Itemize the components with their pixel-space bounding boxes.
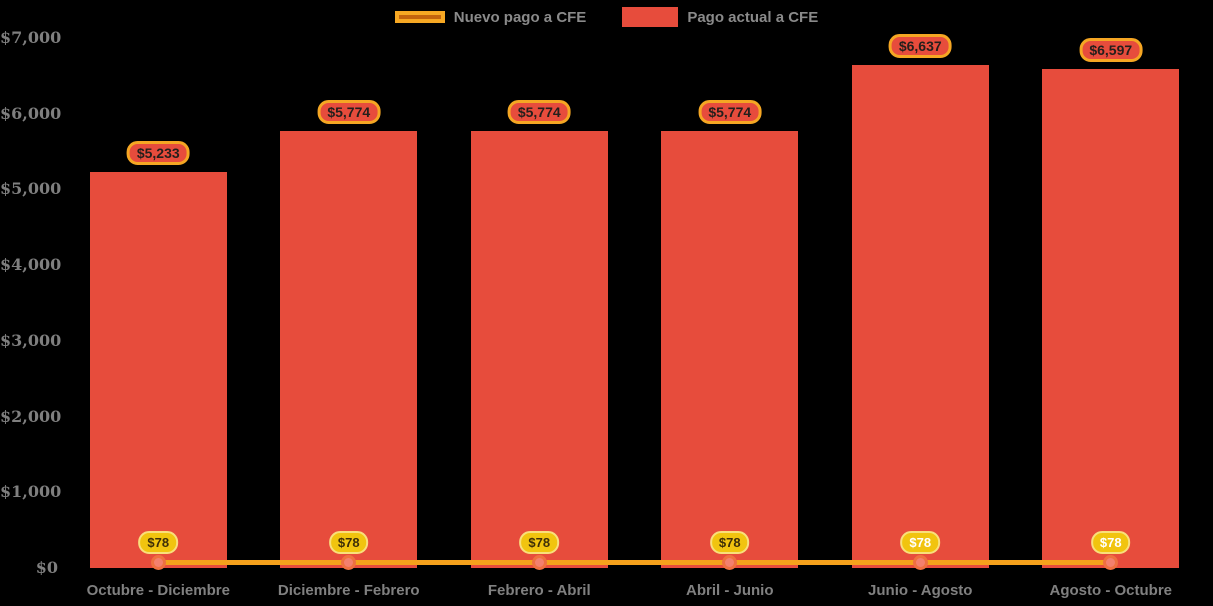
line-value-label: $78 [709, 531, 750, 554]
bar-value-label: $6,637 [888, 34, 952, 59]
line-marker[interactable] [341, 555, 357, 570]
bar[interactable] [851, 65, 989, 568]
x-axis-label: Diciembre - Febrero [277, 582, 420, 599]
bar[interactable] [1042, 68, 1180, 568]
line-marker[interactable] [912, 555, 928, 570]
bar-value-label: $5,774 [507, 99, 571, 124]
x-axis-label: Octubre - Diciembre [86, 582, 230, 599]
bar[interactable] [470, 130, 608, 568]
line-value-label: $78 [328, 531, 369, 554]
line-marker[interactable] [722, 555, 738, 570]
y-axis-label: $3,000 [0, 330, 62, 350]
y-axis-label: $5,000 [0, 179, 62, 199]
x-axis-label: Junio - Agosto [868, 582, 973, 599]
legend-item-nuevo-pago[interactable]: Nuevo pago a CFE [394, 8, 587, 26]
y-axis-label: $4,000 [0, 255, 62, 275]
bar-value-label: $5,774 [698, 99, 762, 124]
line-value-label: $78 [900, 531, 941, 554]
legend-label-nuevo-pago: Nuevo pago a CFE [453, 8, 587, 26]
bar[interactable] [280, 130, 418, 568]
y-axis-label: $1,000 [0, 482, 62, 502]
y-axis-label: $2,000 [0, 406, 62, 426]
line-marker[interactable] [1103, 555, 1119, 570]
bar-value-label: $6,597 [1079, 37, 1143, 62]
legend-swatch-nuevo-pago-icon [394, 11, 445, 23]
line-marker[interactable] [531, 555, 547, 570]
bar[interactable] [661, 130, 799, 568]
y-axis-label: $6,000 [0, 103, 62, 123]
x-axis-label: Febrero - Abril [487, 582, 591, 599]
bar[interactable] [89, 171, 227, 568]
line-series [158, 560, 1111, 565]
legend-item-pago-actual[interactable]: Pago actual a CFE [622, 7, 818, 27]
y-axis-label: $7,000 [0, 28, 62, 47]
x-axis-label: Abril - Junio [686, 582, 774, 599]
bar-value-label: $5,233 [126, 140, 190, 165]
line-value-label: $78 [138, 531, 179, 554]
legend-swatch-pago-actual-icon [622, 7, 679, 27]
line-value-label: $78 [1090, 531, 1131, 554]
bar-value-label: $5,774 [317, 99, 381, 124]
y-axis-label: $0 [35, 558, 58, 577]
line-value-label: $78 [519, 531, 560, 554]
line-marker[interactable] [150, 555, 166, 570]
legend: Nuevo pago a CFE Pago actual a CFE [0, 7, 1213, 27]
legend-label-pago-actual: Pago actual a CFE [687, 8, 819, 26]
x-axis-label: Agosto - Octubre [1049, 582, 1173, 599]
